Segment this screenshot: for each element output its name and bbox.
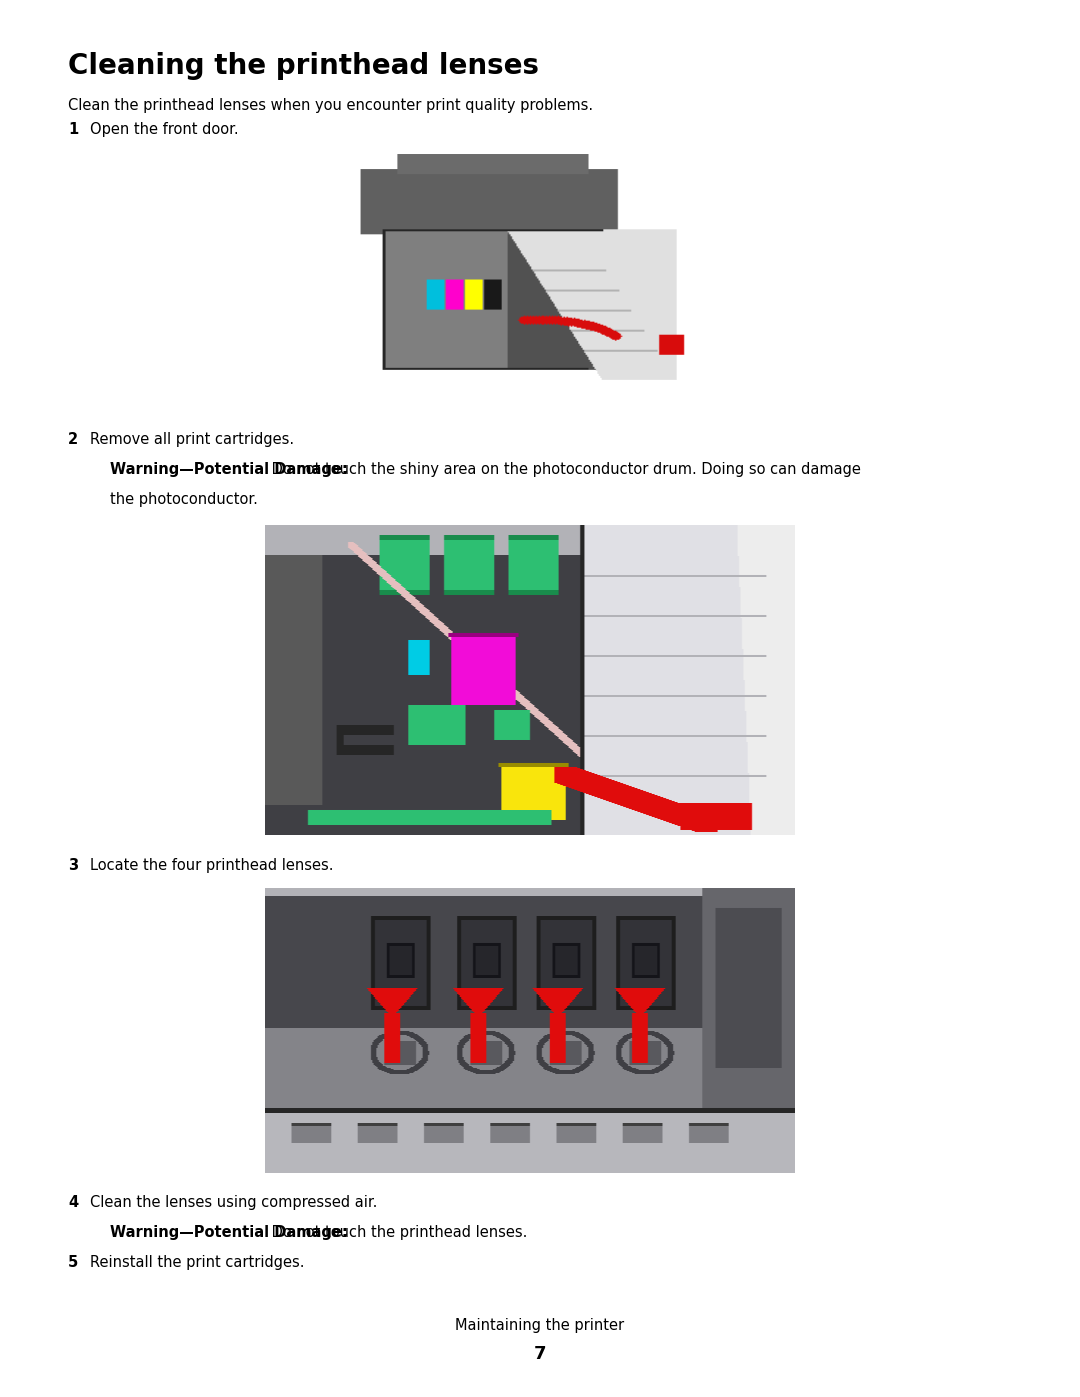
Text: Locate the four printhead lenses.: Locate the four printhead lenses. [90,858,334,873]
Text: 1: 1 [68,122,78,137]
Text: Warning—Potential Damage:: Warning—Potential Damage: [110,1225,348,1241]
Text: Cleaning the printhead lenses: Cleaning the printhead lenses [68,52,539,80]
Text: Do not touch the printhead lenses.: Do not touch the printhead lenses. [268,1225,528,1241]
Text: Clean the printhead lenses when you encounter print quality problems.: Clean the printhead lenses when you enco… [68,98,593,113]
Text: 4: 4 [68,1194,78,1210]
Text: 2: 2 [68,432,78,447]
Text: 5: 5 [68,1255,78,1270]
Text: Remove all print cartridges.: Remove all print cartridges. [90,432,294,447]
Text: Maintaining the printer: Maintaining the printer [456,1317,624,1333]
Text: Clean the lenses using compressed air.: Clean the lenses using compressed air. [90,1194,377,1210]
Text: 7: 7 [534,1345,546,1363]
Text: Warning—Potential Damage:: Warning—Potential Damage: [110,462,348,476]
Text: Reinstall the print cartridges.: Reinstall the print cartridges. [90,1255,305,1270]
Text: the photoconductor.: the photoconductor. [110,492,258,507]
Text: 3: 3 [68,858,78,873]
Text: Do not touch the shiny area on the photoconductor drum. Doing so can damage: Do not touch the shiny area on the photo… [268,462,862,476]
Text: Open the front door.: Open the front door. [90,122,239,137]
